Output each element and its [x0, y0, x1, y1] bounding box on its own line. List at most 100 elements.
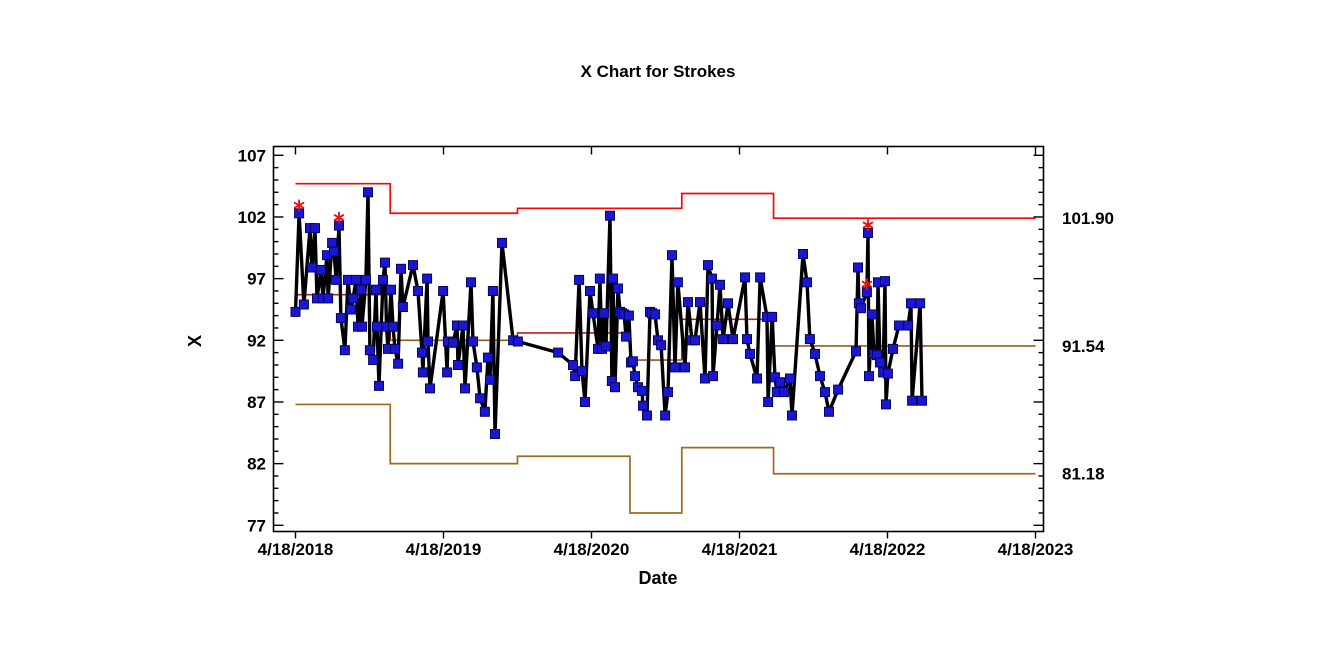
y-tick-label: 97	[247, 270, 266, 289]
x-tick-label: 4/18/2018	[258, 540, 334, 559]
data-point-marker	[742, 334, 752, 345]
data-point-marker	[497, 237, 507, 248]
data-point-marker	[466, 277, 476, 288]
data-point-marker	[485, 374, 495, 385]
data-point-marker	[906, 298, 916, 309]
data-point-marker	[483, 352, 493, 363]
data-point-marker	[327, 237, 338, 248]
data-point-marker	[867, 309, 877, 320]
data-point-marker	[740, 272, 750, 283]
data-point-marker	[357, 321, 367, 332]
data-point-marker	[386, 284, 396, 295]
out-of-control-asterisk	[861, 278, 873, 291]
data-point-marker	[903, 320, 914, 331]
data-point-marker	[888, 343, 898, 354]
data-point-marker	[672, 277, 683, 288]
data-point-marker	[608, 273, 618, 284]
data-point-marker	[824, 406, 834, 417]
data-point-marker	[577, 366, 587, 377]
data-point-marker	[335, 313, 346, 324]
data-point-marker	[348, 293, 359, 304]
data-point-marker	[594, 273, 605, 284]
data-point-marker	[306, 262, 317, 273]
data-point-marker	[605, 210, 615, 221]
data-point-marker	[864, 371, 874, 382]
data-point-marker	[785, 373, 795, 384]
x-tick-label: 4/18/2020	[554, 540, 630, 559]
data-point-marker	[601, 341, 611, 352]
chart-title: X Chart for Strokes	[581, 62, 736, 81]
data-point-marker	[346, 304, 356, 315]
data-point-marker	[298, 299, 309, 310]
ucl-line	[295, 182, 1036, 220]
y-tick-label: 102	[238, 208, 266, 227]
data-point-marker	[372, 321, 382, 332]
data-point-marker	[388, 321, 398, 332]
data-point-marker	[638, 400, 648, 411]
data-point-marker	[875, 357, 885, 368]
data-point-marker	[623, 310, 634, 321]
data-point-marker	[422, 273, 433, 284]
data-point-marker	[351, 274, 361, 285]
data-point-marker	[610, 382, 620, 393]
data-point-marker	[468, 336, 478, 347]
data-point-marker	[613, 283, 623, 294]
data-point-marker	[310, 223, 320, 234]
data-point-marker	[553, 347, 564, 358]
data-point-marker	[460, 383, 470, 394]
data-point-marker	[680, 362, 690, 373]
data-point-marker	[585, 286, 595, 296]
data-point-marker	[763, 397, 774, 407]
data-point-marker	[378, 274, 388, 285]
lcl-value-annotation: 81.18	[1062, 465, 1105, 484]
data-point-marker	[915, 298, 926, 309]
data-point-marker	[712, 320, 722, 331]
data-point-marker	[363, 187, 373, 198]
data-point-marker	[703, 260, 713, 271]
x-tick-label: 4/18/2022	[850, 540, 926, 559]
data-point-marker	[438, 286, 449, 296]
data-point-marker	[396, 263, 406, 274]
data-point-marker	[802, 277, 812, 288]
data-point-marker	[695, 297, 705, 308]
out-of-control-asterisk	[293, 199, 305, 212]
y-tick-label: 87	[247, 393, 266, 412]
ucl-value-annotation: 101.90	[1062, 209, 1114, 228]
data-point-marker	[364, 345, 375, 356]
data-point-marker	[453, 360, 463, 370]
out-of-control-asterisk	[862, 219, 874, 231]
data-point-marker	[650, 309, 660, 320]
data-point-marker	[417, 347, 427, 358]
data-point-marker	[882, 368, 893, 379]
data-point-marker	[329, 246, 339, 257]
data-point-marker	[323, 293, 334, 304]
data-point-marker	[621, 331, 631, 342]
data-point-marker	[627, 356, 638, 367]
x-tick-label: 4/18/2023	[998, 540, 1074, 559]
data-point-marker	[588, 308, 598, 319]
data-point-marker	[487, 286, 498, 296]
data-point-marker	[380, 257, 390, 268]
data-point-marker	[856, 303, 866, 314]
data-point-marker	[833, 384, 844, 395]
data-point-marker	[853, 262, 863, 273]
data-point-marker	[574, 274, 585, 285]
data-point-marker	[471, 362, 482, 373]
data-point-marker	[316, 265, 326, 275]
data-point-marker	[656, 340, 667, 351]
data-point-marker	[512, 336, 523, 347]
data-point-marker	[479, 406, 490, 417]
data-point-marker	[475, 393, 486, 404]
data-point-marker	[413, 286, 423, 296]
data-point-marker	[374, 380, 384, 391]
x-axis-title: Date	[638, 568, 677, 588]
data-point-marker	[810, 348, 820, 359]
data-point-marker	[767, 311, 778, 322]
data-point-marker	[718, 334, 729, 345]
data-point-marker	[442, 367, 453, 378]
data-point-marker	[408, 260, 418, 271]
y-tick-label: 92	[247, 331, 266, 350]
data-point-marker	[723, 298, 733, 309]
data-point-marker	[360, 274, 371, 285]
data-point-marker	[787, 410, 797, 421]
